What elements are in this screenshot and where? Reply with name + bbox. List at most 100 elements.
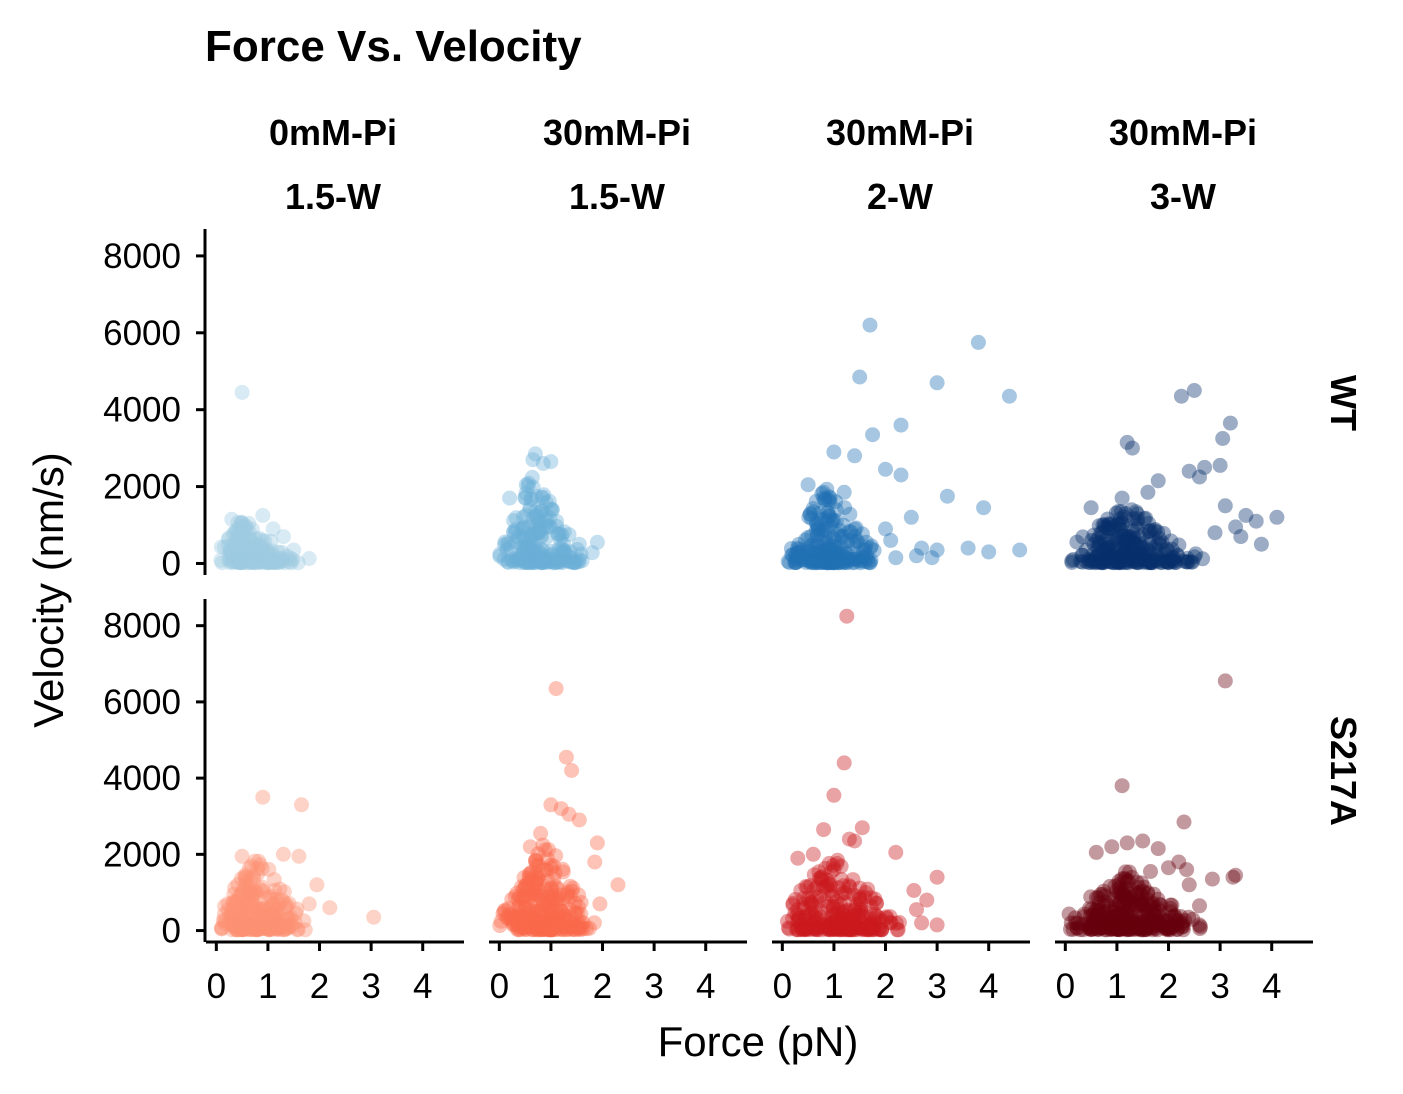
- data-point: [573, 919, 589, 935]
- data-point: [550, 554, 566, 570]
- data-point: [853, 549, 869, 565]
- y-tick-label: 0: [162, 912, 181, 951]
- data-point: [787, 905, 803, 921]
- data-point: [860, 921, 876, 937]
- data-point: [247, 917, 263, 933]
- data-point: [1101, 543, 1117, 559]
- data-point: [527, 525, 543, 540]
- data-point: [801, 908, 817, 924]
- data-point: [235, 547, 251, 563]
- data-point: [869, 895, 884, 911]
- data-point: [259, 554, 275, 570]
- data-point: [851, 891, 867, 907]
- data-point: [1112, 906, 1128, 922]
- data-point: [1146, 886, 1162, 902]
- data-point: [246, 872, 262, 888]
- data-point: [544, 884, 560, 900]
- data-point: [233, 901, 249, 917]
- data-point: [861, 920, 876, 936]
- data-point: [565, 880, 581, 896]
- data-point: [860, 554, 876, 570]
- chart-title: Force Vs. Velocity: [205, 22, 582, 71]
- data-point: [237, 547, 252, 563]
- data-point: [1069, 920, 1085, 936]
- data-point: [533, 903, 549, 919]
- data-point: [291, 848, 307, 864]
- data-point: [1108, 505, 1124, 521]
- data-point: [248, 531, 263, 546]
- data-point: [523, 911, 539, 927]
- data-point: [557, 545, 573, 560]
- data-point: [1158, 546, 1173, 562]
- data-point: [1104, 554, 1120, 570]
- data-point: [234, 541, 250, 557]
- data-point: [1155, 913, 1170, 929]
- data-point: [288, 905, 304, 921]
- data-point: [802, 922, 818, 938]
- data-point: [522, 904, 538, 920]
- data-point: [807, 914, 823, 930]
- data-point: [857, 554, 873, 570]
- data-point: [803, 555, 819, 571]
- data-point: [1141, 524, 1157, 540]
- data-point: [1097, 536, 1113, 552]
- data-point: [863, 899, 879, 914]
- data-point: [805, 552, 821, 568]
- data-point: [301, 896, 317, 912]
- data-point: [1101, 516, 1117, 532]
- data-point: [1078, 542, 1094, 558]
- data-point: [259, 555, 275, 570]
- data-point: [1113, 528, 1129, 544]
- data-point: [1105, 919, 1121, 935]
- data-point: [1177, 913, 1193, 928]
- data-point: [534, 555, 550, 571]
- data-point: [815, 523, 831, 539]
- data-point: [804, 896, 820, 912]
- data-point: [1118, 890, 1134, 906]
- data-point: [1088, 890, 1104, 906]
- data-point: [851, 920, 867, 935]
- data-point: [809, 879, 824, 895]
- data-point: [823, 914, 838, 930]
- data-point: [1131, 921, 1146, 937]
- data-point: [258, 545, 274, 560]
- data-point: [237, 517, 253, 533]
- data-point: [534, 502, 550, 518]
- strip-label-col1-line1: 0mM-Pi: [269, 112, 397, 153]
- data-point: [1166, 554, 1181, 570]
- y-tick-label: 8000: [103, 607, 181, 646]
- data-point: [1183, 554, 1199, 570]
- data-point: [529, 515, 545, 531]
- data-point: [535, 837, 551, 853]
- data-point: [1170, 915, 1185, 931]
- data-point: [1106, 555, 1122, 571]
- data-point: [223, 541, 239, 557]
- data-point: [554, 555, 570, 571]
- data-point: [1096, 517, 1112, 533]
- data-point: [536, 896, 552, 912]
- data-point: [1154, 535, 1170, 551]
- data-point: [1089, 902, 1104, 918]
- data-point: [1125, 554, 1141, 570]
- data-point: [1102, 540, 1117, 556]
- data-point: [264, 554, 280, 570]
- data-point: [517, 899, 533, 915]
- data-point: [815, 912, 831, 928]
- data-point: [569, 542, 585, 557]
- data-point: [812, 551, 828, 567]
- data-point: [520, 875, 536, 891]
- data-point: [232, 553, 248, 569]
- facet-strip-labels: 0mM-Pi 1.5-W 30mM-Pi 1.5-W 30mM-Pi 2-W 3…: [269, 112, 1364, 826]
- data-point: [874, 922, 890, 938]
- data-point: [1119, 893, 1135, 908]
- data-point: [532, 908, 548, 924]
- data-point: [521, 914, 536, 930]
- data-point: [511, 906, 526, 922]
- data-point: [245, 922, 261, 938]
- data-point: [1145, 895, 1161, 911]
- data-point: [1121, 532, 1137, 548]
- data-point: [878, 909, 894, 925]
- data-point: [270, 921, 286, 936]
- data-point: [1129, 506, 1145, 522]
- data-point: [857, 917, 873, 932]
